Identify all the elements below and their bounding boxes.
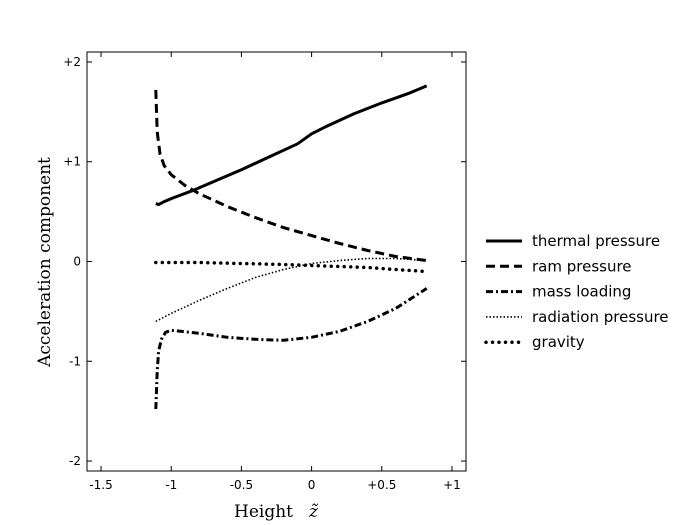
x-axis-label: Height	[234, 502, 293, 522]
series-line-thermal-pressure	[155, 84, 428, 207]
y-tick-label: +1	[63, 155, 81, 169]
legend-label-thermal-pressure: thermal pressure	[532, 232, 660, 250]
tick-layer: -1.5 -1 -0.5 0 +0.5 +1 +2 +1 0 -1 -2	[63, 52, 466, 492]
y-tick-label: -2	[69, 454, 81, 468]
x-tick-label: +0.5	[367, 478, 396, 492]
y-axis-title: Acceleration component	[35, 157, 55, 368]
legend-label-ram-pressure: ram pressure	[532, 257, 632, 275]
x-tick-label: -1	[165, 478, 177, 492]
legend-label-radiation-pressure: radiation pressure	[532, 308, 669, 326]
y-tick-label: -1	[69, 354, 81, 368]
series-line-mass-loading	[154, 287, 428, 410]
legend: thermal pressure ram pressure mass loading…	[484, 232, 669, 351]
legend-label-mass-loading: mass loading	[532, 283, 631, 301]
legend-label-gravity: gravity	[532, 333, 585, 351]
y-tick-label: 0	[73, 255, 81, 269]
x-tick-label: -1.5	[89, 478, 112, 492]
x-axis-symbol: z̃	[308, 502, 319, 522]
x-tick-label: 0	[308, 478, 316, 492]
y-tick-label: +2	[63, 55, 81, 69]
x-axis-title: Height z̃	[234, 502, 319, 522]
series-layer	[154, 84, 429, 410]
x-tick-label: +1	[443, 478, 461, 492]
series-line-gravity	[154, 260, 429, 274]
x-tick-label: -0.5	[230, 478, 253, 492]
